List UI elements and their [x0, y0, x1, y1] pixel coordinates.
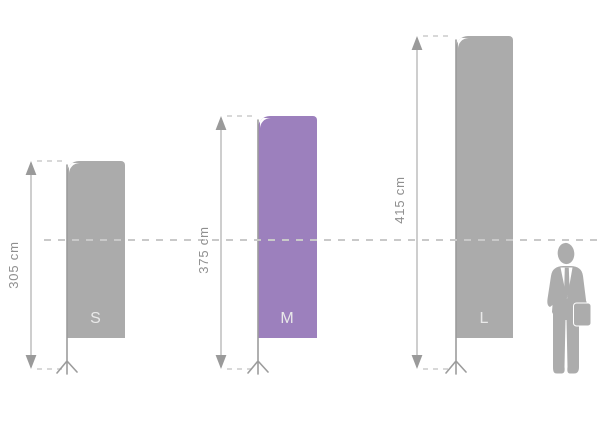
flag-corner-curl-icon	[259, 117, 271, 129]
dimension-m	[215, 115, 255, 370]
dimension-label-s: 305 cm	[6, 241, 21, 289]
dimension-s	[25, 160, 64, 370]
arrow-up-icon	[411, 36, 423, 50]
arrow-down-icon	[25, 355, 37, 369]
flag-size-l: L	[456, 36, 513, 338]
flag-corner-curl-icon	[68, 162, 80, 174]
arrow-up-icon	[25, 161, 37, 175]
tie	[564, 267, 570, 299]
flag-corner-curl-icon	[457, 37, 469, 49]
flag-size-s: S	[67, 161, 125, 338]
dimension-label-m: 375 cm	[196, 226, 211, 274]
dimension-label-l: 415 cm	[392, 176, 407, 224]
briefcase-handle	[577, 298, 587, 304]
dimension-l	[411, 35, 452, 370]
briefcase-icon	[573, 302, 592, 327]
flag-size-m: M	[258, 116, 317, 338]
shirt	[560, 267, 573, 299]
person-silhouette-icon	[547, 242, 592, 374]
arrow-down-icon	[411, 355, 423, 369]
flag-size-letter-l: L	[479, 310, 490, 327]
arrow-up-icon	[215, 116, 227, 130]
flag-size-letter-s: S	[90, 310, 102, 327]
flag-size-letter-m: M	[280, 310, 295, 327]
arrow-down-icon	[215, 355, 227, 369]
